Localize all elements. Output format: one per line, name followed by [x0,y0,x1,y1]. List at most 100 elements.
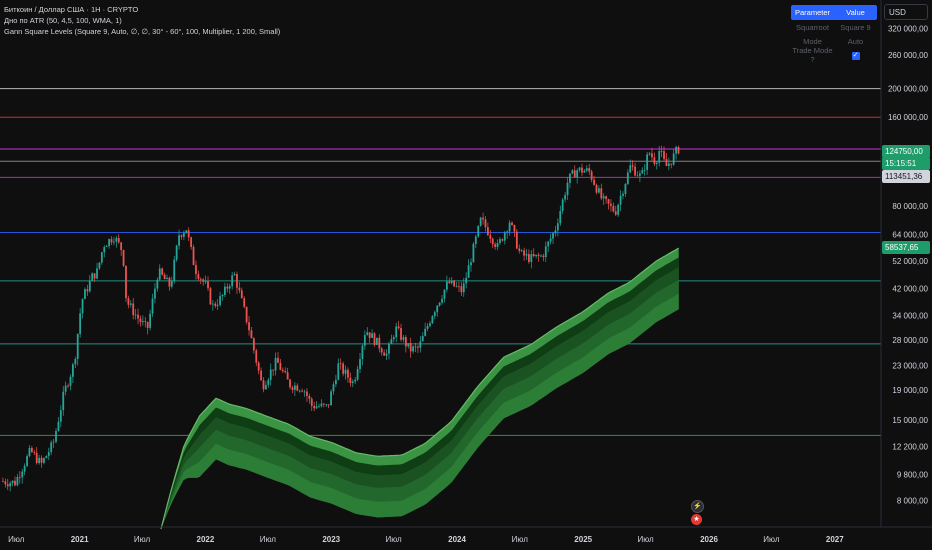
price-axis[interactable]: 320 000,00 260 000,00 200 000,00 160 000,00… [888,25,929,506]
time-axis[interactable]: Июл 2021 Июл 2022 Июл 2023 Июл 2024 Июл 2025 Июл 20… [8,535,844,544]
candle-body [566,182,569,196]
candle-body [426,325,429,329]
time-tick-label: Июл [637,535,654,544]
candle-body [33,452,36,453]
candle-body [187,230,190,238]
candle-body [26,456,28,466]
currency-button[interactable]: USD [884,4,928,20]
candle-body [474,236,477,244]
candle-body [344,369,347,374]
candle-body [125,265,127,299]
candle-body [195,265,197,275]
candle-body [349,377,352,383]
indicator-gann-square[interactable]: Gann Square Levels (Square 9, Auto, ∅, ∅… [4,27,281,36]
candle-body [293,385,296,390]
candle-body [638,173,641,176]
time-tick-label: Июл [385,535,402,544]
candle-body [547,241,550,247]
candle-body [310,398,313,406]
candle-body [64,385,67,392]
symbol-title[interactable]: Биткоин / Доллар США · 1H · CRYPTO [4,5,139,14]
candle-body [67,385,69,387]
candle-body [549,238,552,242]
candle-body [380,348,383,353]
candle-body [151,298,154,314]
price-tick-label: 160 000,00 [888,113,929,122]
price-tick-label: 8 000,00 [897,496,929,505]
candle-body [197,274,200,279]
us-flag-icon[interactable]: ★ [691,514,702,525]
candle-body [400,328,402,340]
candle-body [552,233,554,239]
candle-body [255,350,258,363]
candle-body [513,225,516,232]
candle-body [438,302,441,306]
candle-body [506,231,509,233]
candle-body [173,259,176,282]
candle-body [175,245,178,260]
candle-body [332,384,335,392]
params-cell: Auto [847,36,864,46]
candle-body [501,239,504,241]
candle-body [383,352,386,356]
candle-body [115,238,118,242]
candle-body [306,391,308,396]
candle-body [248,322,250,331]
candle-body [313,405,316,409]
candle-body [631,165,634,167]
candle-body [245,306,248,323]
candle-body [158,268,161,280]
candle-body [243,298,246,307]
candle-body [11,480,14,484]
candle-body [590,171,593,180]
candle-body [636,175,639,177]
candle-body [417,346,419,348]
candle-body [648,153,651,155]
candle-body [412,346,414,352]
candle-body [667,163,670,166]
candle-body [600,188,603,199]
time-tick-label: 2022 [197,535,215,544]
candle-body [436,305,439,313]
price-tick-label: 64 000,00 [892,230,928,239]
candle-body [460,286,463,293]
candle-body [532,254,535,257]
candle-body [286,372,289,380]
price-tick-label: 19 000,00 [892,386,928,395]
candle-body [450,280,453,284]
candle-body [453,280,456,287]
candle-body [122,250,125,266]
countdown-tag: 15:15:51 [882,157,930,170]
candle-body [419,341,422,348]
candle-body [308,395,311,399]
candle-body [617,204,620,215]
candle-body [238,287,241,291]
candle-body [209,288,212,305]
candle-body [129,303,132,305]
candle-body [658,151,661,163]
candle-body [378,337,381,349]
candle-body [91,273,94,281]
last-price-tag: 124750,00 [882,145,930,158]
candle-body [224,286,226,295]
indicator-atr-bottom[interactable]: Дно по ATR (50, 4,5, 100, WMA, 1) [4,16,122,25]
candle-body [93,273,96,279]
params-cell: Mode [803,36,822,46]
cloud-band [161,267,679,529]
candle-body [653,157,656,164]
candle-body [146,321,149,328]
lightning-icon[interactable]: ⚡ [691,500,704,513]
candle-body [660,151,663,152]
candle-body [347,369,349,378]
candle-body [520,250,523,252]
candle-body [296,385,299,391]
candle-body [503,232,506,241]
candle-body [18,476,21,478]
candle-body [392,337,395,340]
candle-body [233,274,236,276]
candle-body [542,255,545,258]
candle-body [540,255,542,257]
candle-body [315,406,318,409]
candle-body [274,357,277,371]
